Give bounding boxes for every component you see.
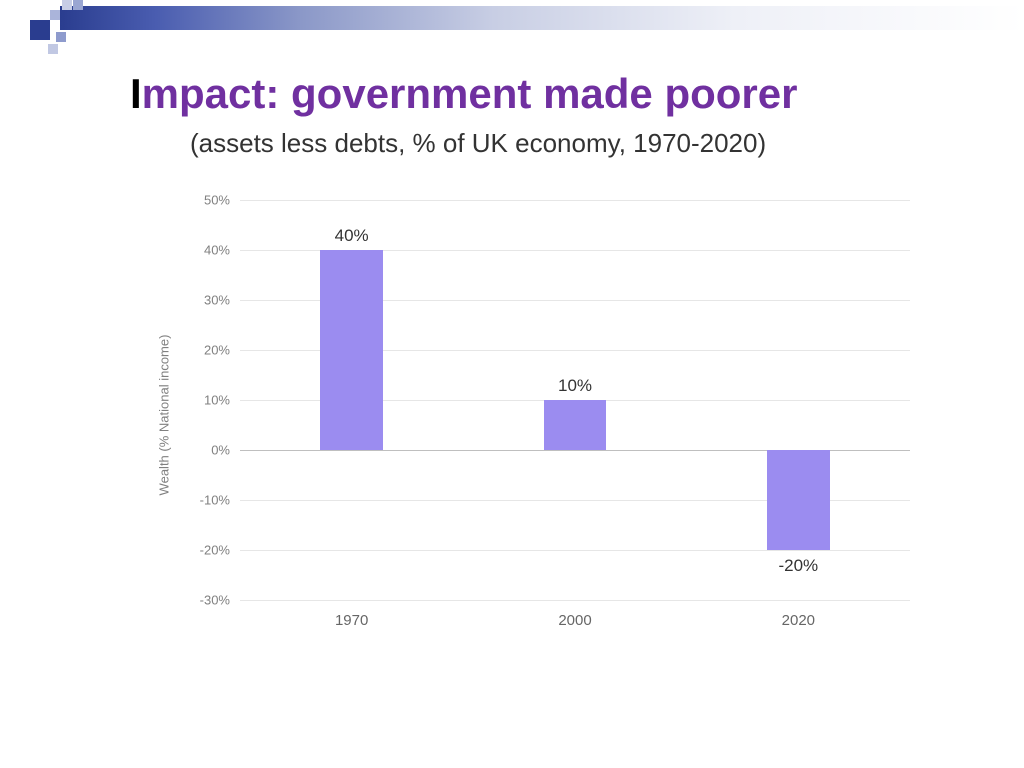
- gridline: [240, 550, 910, 551]
- title-rest: mpact: government made poorer: [142, 70, 798, 117]
- banner-square: [50, 10, 60, 20]
- y-tick-label: 20%: [180, 343, 230, 358]
- bar: [767, 450, 830, 550]
- y-tick-label: 0%: [180, 443, 230, 458]
- y-tick-label: 10%: [180, 393, 230, 408]
- slide-subtitle: (assets less debts, % of UK economy, 197…: [190, 128, 766, 159]
- banner-square: [62, 0, 72, 10]
- banner-square: [73, 0, 83, 10]
- bar: [320, 250, 383, 450]
- y-axis-label: Wealth (% National income): [157, 335, 172, 496]
- plot-area: 50%40%30%20%10%0%-10%-20%-30%40%197010%2…: [240, 200, 910, 600]
- bar-value-label: 40%: [307, 226, 397, 246]
- y-tick-label: 30%: [180, 293, 230, 308]
- x-tick-label: 2020: [758, 612, 838, 629]
- bar-value-label: -20%: [753, 556, 843, 576]
- banner-square: [56, 32, 66, 42]
- slide-banner: [0, 0, 1024, 48]
- gridline: [240, 600, 910, 601]
- bar: [544, 400, 607, 450]
- y-tick-label: 50%: [180, 193, 230, 208]
- banner-square: [48, 44, 58, 54]
- banner-gradient: [60, 6, 1024, 30]
- wealth-chart: Wealth (% National income) 50%40%30%20%1…: [180, 190, 910, 640]
- x-tick-label: 2000: [535, 612, 615, 629]
- y-tick-label: 40%: [180, 243, 230, 258]
- bar-value-label: 10%: [530, 376, 620, 396]
- banner-square: [30, 20, 50, 40]
- gridline: [240, 200, 910, 201]
- slide-title: Impact: government made poorer: [130, 70, 797, 118]
- y-tick-label: -30%: [180, 593, 230, 608]
- y-tick-label: -10%: [180, 493, 230, 508]
- title-firstchar: I: [130, 70, 142, 117]
- y-tick-label: -20%: [180, 543, 230, 558]
- x-tick-label: 1970: [312, 612, 392, 629]
